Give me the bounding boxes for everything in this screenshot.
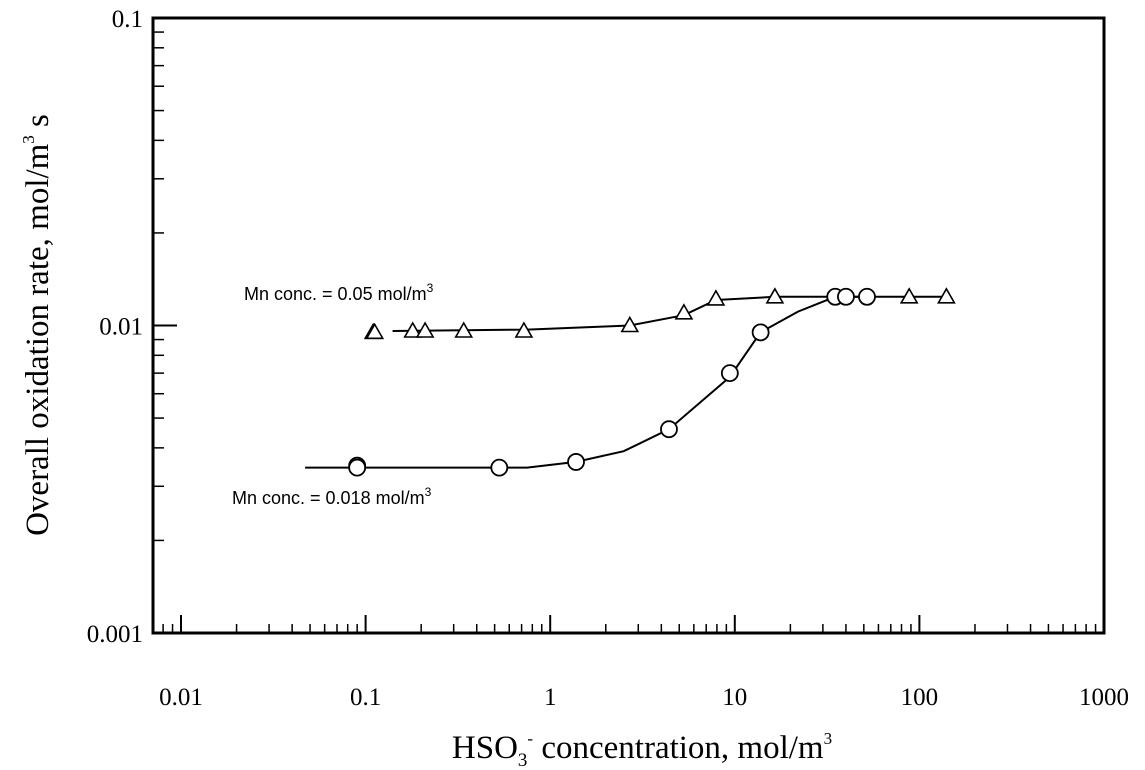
circle-marker [490,458,509,477]
plot-frame [151,16,1106,635]
annotation-mn-0.018: Mn conc. = 0.018 mol/m3 [232,485,432,508]
y-axis-title: Overall oxidation rate, mol/m3 s [19,114,56,536]
minor-ticks [153,31,1097,633]
triangle-marker [937,287,956,304]
triangle-marker [899,287,919,304]
triangle-marker [620,315,640,333]
x-tick-label: 0.01 [159,684,203,711]
circle-marker [858,287,876,306]
circle-marker [567,453,585,471]
circle-marker [837,287,855,306]
triangle-marker [403,321,423,338]
y-tick-label: 0.001 [87,621,143,648]
circle-marker [720,364,739,383]
x-tick-label: 10 [722,684,747,711]
triangle-marker [415,321,435,338]
triangle-marker [765,287,785,304]
triangle-marker [454,321,474,338]
y-tick-label: 0.1 [112,6,143,33]
circle-marker [751,323,770,342]
x-axis-title: HSO3- concentration, mol/m3 [452,729,832,770]
x-tick-label: 0.1 [350,684,381,711]
x-tick-labels: 0.01 0.1 1 10 100 1000 [159,684,1129,711]
annotation-mn-0.05: Mn conc. = 0.05 mol/m3 [244,281,434,304]
x-tick-label: 1000 [1079,684,1129,711]
triangle-marker [674,303,694,320]
triangle-marker [514,321,534,338]
circle-series-curve [305,295,867,469]
x-tick-label: 1 [544,684,557,711]
circle-marker [660,420,678,439]
y-tick-labels: 0.001 0.01 0.1 [87,6,143,648]
data-markers [348,287,956,477]
triangle-marker [365,322,385,340]
triangle-marker [706,289,726,306]
x-tick-label: 100 [901,684,939,711]
circle-marker [348,458,367,477]
y-tick-label: 0.01 [99,314,143,341]
